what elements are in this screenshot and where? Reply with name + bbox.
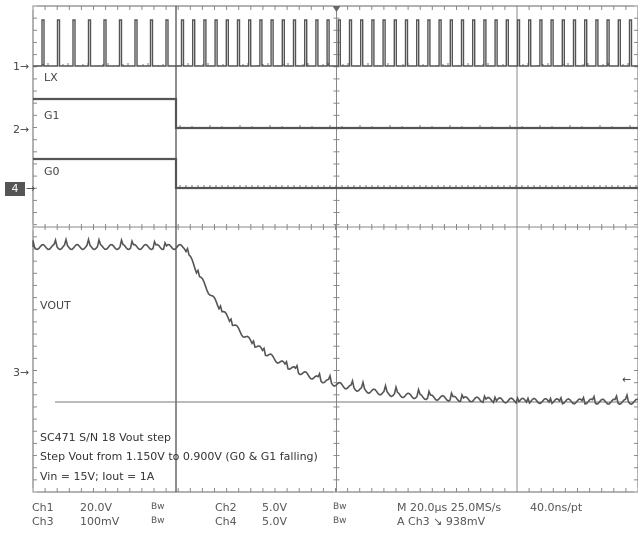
ch4-name: Ch4 — [215, 515, 237, 528]
trigger-level-arrow-icon: ← — [622, 373, 632, 386]
ch3-ground-marker: 3→ — [13, 366, 30, 379]
ch4-scale: 5.0V — [262, 515, 288, 528]
resolution-readout: 40.0ns/pt — [530, 501, 583, 514]
ch3-bandwidth: Bw — [151, 516, 165, 526]
gate-noise — [179, 125, 637, 188]
ch2-ground-marker: 2→ — [13, 123, 30, 136]
ch1-scale: 20.0V — [80, 501, 113, 514]
ch4-ground-marker: 4 — [5, 182, 25, 196]
ch1-ground-marker: 1→ — [13, 60, 30, 73]
g1-trace — [33, 97, 638, 130]
ch4-arrow-icon: → — [26, 182, 36, 195]
ch2-name: Ch2 — [215, 501, 237, 514]
ch3-scale: 100mV — [80, 515, 120, 528]
annotation-line-2: Step Vout from 1.150V to 0.900V (G0 & G1… — [40, 450, 318, 463]
annotation-line-3: Vin = 15V; Iout = 1A — [40, 470, 155, 483]
ch3-name: Ch3 — [32, 515, 54, 528]
lx-noise — [37, 63, 629, 66]
g0-trace — [33, 157, 638, 190]
vout-channel-label: VOUT — [40, 299, 71, 312]
lx-trace — [33, 19, 638, 67]
annotation-line-1: SC471 S/N 18 Vout step — [40, 431, 172, 444]
ch4-bandwidth: Bw — [333, 516, 347, 526]
ch2-bandwidth: Bw — [333, 502, 347, 512]
ch1-name: Ch1 — [32, 501, 54, 514]
timebase-readout: M 20.0µs 25.0MS/s — [397, 501, 502, 514]
ch1-bandwidth: Bw — [151, 502, 165, 512]
g0-channel-label: G0 — [44, 165, 60, 178]
g1-channel-label: G1 — [44, 109, 60, 122]
trigger-position-marker-icon — [332, 6, 341, 12]
lx-channel-label: LX — [44, 71, 58, 84]
trigger-readout: A Ch3 ↘ 938mV — [397, 515, 486, 528]
ch2-scale: 5.0V — [262, 501, 288, 514]
vout-trace — [32, 236, 638, 406]
